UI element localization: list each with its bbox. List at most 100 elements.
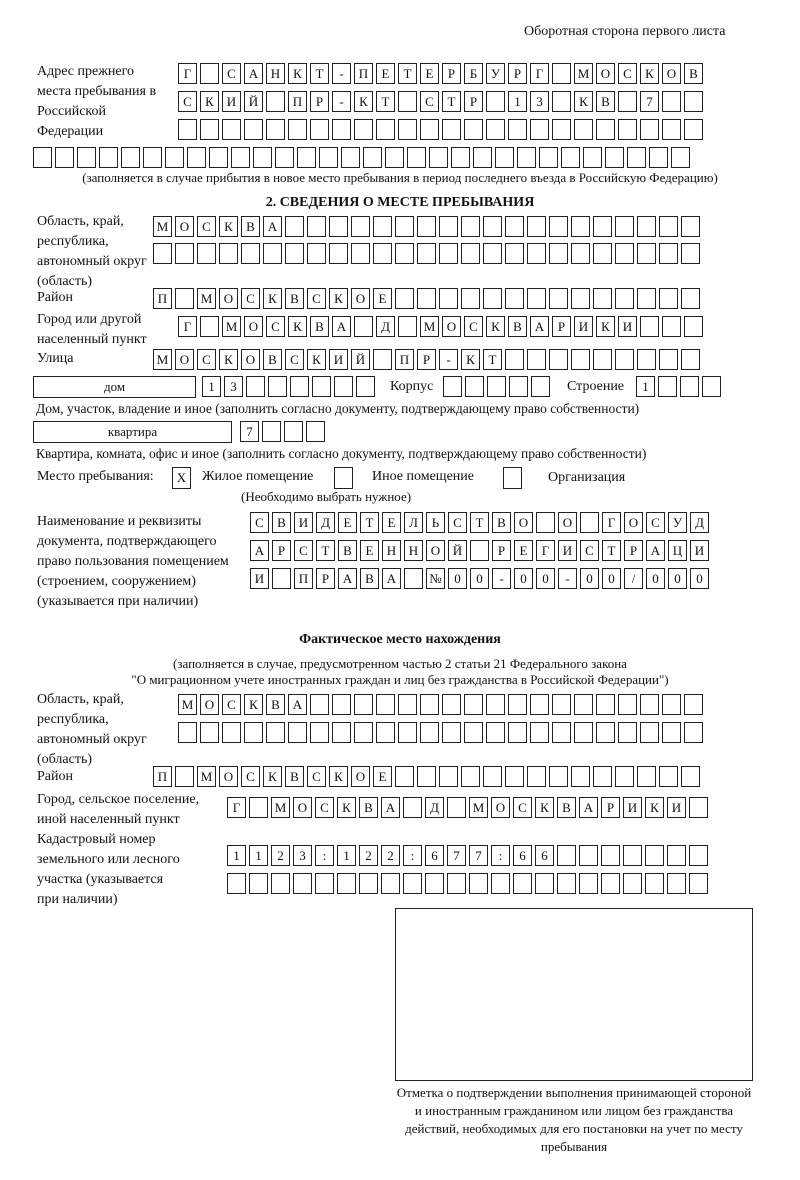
char-cell[interactable] xyxy=(153,243,172,264)
char-cell[interactable] xyxy=(645,873,664,894)
char-cell[interactable] xyxy=(443,376,462,397)
char-cell[interactable] xyxy=(310,722,329,743)
char-cell[interactable] xyxy=(571,216,590,237)
document-row-3[interactable]: И П Р А В А № 0 0-0 0-0 0/0 0 0 xyxy=(250,568,712,589)
char-cell[interactable] xyxy=(640,694,659,715)
char-cell[interactable] xyxy=(596,722,615,743)
house-type-field[interactable]: дом xyxy=(33,376,196,398)
char-cell[interactable]: Р xyxy=(272,540,291,561)
char-cell[interactable]: В xyxy=(285,766,304,787)
char-cell[interactable]: В xyxy=(557,797,576,818)
char-cell[interactable] xyxy=(681,766,700,787)
char-cell[interactable] xyxy=(271,873,290,894)
char-cell[interactable]: Т xyxy=(602,540,621,561)
char-cell[interactable] xyxy=(222,119,241,140)
char-cell[interactable] xyxy=(420,694,439,715)
char-cell[interactable]: - xyxy=(492,568,511,589)
char-cell[interactable] xyxy=(662,722,681,743)
char-cell[interactable] xyxy=(483,766,502,787)
char-cell[interactable] xyxy=(483,216,502,237)
char-cell[interactable] xyxy=(200,722,219,743)
char-cell[interactable] xyxy=(552,694,571,715)
char-cell[interactable]: Р xyxy=(442,63,461,84)
char-cell[interactable]: Т xyxy=(442,91,461,112)
char-cell[interactable] xyxy=(407,147,426,168)
char-cell[interactable] xyxy=(420,119,439,140)
char-cell[interactable]: / xyxy=(624,568,643,589)
char-cell[interactable] xyxy=(557,845,576,866)
char-cell[interactable] xyxy=(659,216,678,237)
char-cell[interactable]: А xyxy=(382,568,401,589)
char-cell[interactable] xyxy=(549,766,568,787)
char-cell[interactable]: К xyxy=(354,91,373,112)
char-cell[interactable] xyxy=(618,694,637,715)
char-cell[interactable]: И xyxy=(558,540,577,561)
building-cells[interactable]: 1 xyxy=(636,376,724,397)
char-cell[interactable]: 1 xyxy=(227,845,246,866)
char-cell[interactable]: : xyxy=(315,845,334,866)
char-cell[interactable] xyxy=(461,216,480,237)
char-cell[interactable] xyxy=(640,316,659,337)
char-cell[interactable]: Т xyxy=(360,512,379,533)
char-cell[interactable] xyxy=(681,349,700,370)
char-cell[interactable]: К xyxy=(219,349,238,370)
char-cell[interactable] xyxy=(263,243,282,264)
char-cell[interactable] xyxy=(227,873,246,894)
char-cell[interactable] xyxy=(307,243,326,264)
char-cell[interactable] xyxy=(439,766,458,787)
char-cell[interactable] xyxy=(527,243,546,264)
char-cell[interactable] xyxy=(275,147,294,168)
char-cell[interactable] xyxy=(417,216,436,237)
char-cell[interactable] xyxy=(341,147,360,168)
char-cell[interactable] xyxy=(439,216,458,237)
char-cell[interactable] xyxy=(615,243,634,264)
char-cell[interactable]: П xyxy=(153,288,172,309)
char-cell[interactable]: К xyxy=(219,216,238,237)
stay-checkbox-residential[interactable]: X xyxy=(172,467,191,489)
char-cell[interactable] xyxy=(442,119,461,140)
char-cell[interactable] xyxy=(593,216,612,237)
char-cell[interactable] xyxy=(640,722,659,743)
char-cell[interactable]: К xyxy=(288,63,307,84)
char-cell[interactable]: Р xyxy=(624,540,643,561)
char-cell[interactable] xyxy=(293,873,312,894)
char-cell[interactable] xyxy=(376,119,395,140)
char-cell[interactable]: Ц xyxy=(668,540,687,561)
char-cell[interactable]: - xyxy=(558,568,577,589)
char-cell[interactable]: П xyxy=(294,568,313,589)
char-cell[interactable] xyxy=(266,722,285,743)
char-cell[interactable]: Е xyxy=(420,63,439,84)
char-cell[interactable] xyxy=(640,119,659,140)
char-cell[interactable]: М xyxy=(153,216,172,237)
char-cell[interactable] xyxy=(579,873,598,894)
char-cell[interactable] xyxy=(684,316,703,337)
char-cell[interactable] xyxy=(549,216,568,237)
char-cell[interactable] xyxy=(681,288,700,309)
char-cell[interactable]: А xyxy=(250,540,269,561)
char-cell[interactable]: В xyxy=(241,216,260,237)
char-cell[interactable]: С xyxy=(241,766,260,787)
char-cell[interactable]: В xyxy=(684,63,703,84)
char-cell[interactable] xyxy=(531,376,550,397)
char-cell[interactable] xyxy=(288,722,307,743)
char-cell[interactable]: П xyxy=(153,766,172,787)
char-cell[interactable] xyxy=(307,216,326,237)
char-cell[interactable]: С xyxy=(285,349,304,370)
char-cell[interactable] xyxy=(684,91,703,112)
char-cell[interactable] xyxy=(505,349,524,370)
char-cell[interactable]: - xyxy=(439,349,458,370)
char-cell[interactable]: В xyxy=(266,694,285,715)
char-cell[interactable] xyxy=(517,147,536,168)
char-cell[interactable] xyxy=(241,243,260,264)
char-cell[interactable] xyxy=(465,376,484,397)
char-cell[interactable]: 0 xyxy=(690,568,709,589)
char-cell[interactable]: П xyxy=(288,91,307,112)
char-cell[interactable] xyxy=(552,722,571,743)
char-cell[interactable] xyxy=(312,376,331,397)
char-cell[interactable] xyxy=(329,243,348,264)
char-cell[interactable] xyxy=(645,845,664,866)
char-cell[interactable]: Е xyxy=(338,512,357,533)
char-cell[interactable]: В xyxy=(263,349,282,370)
